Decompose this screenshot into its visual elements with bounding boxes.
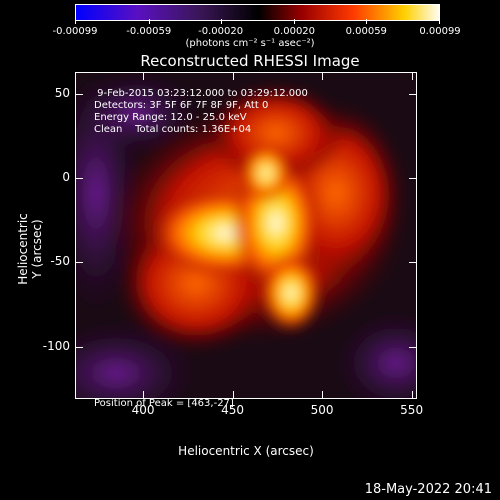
colorbar [75,4,440,21]
colorbar-tick [294,19,296,24]
x-tick [411,391,413,399]
y-tick-label: 50 [54,85,70,100]
colorbar-tick [148,19,150,24]
y-tick-right [409,262,417,264]
colorbar-units: (photons cm⁻² s⁻¹ asec⁻²) [185,38,315,49]
y-tick [75,178,83,180]
x-tick [232,391,234,399]
x-tick-top [143,72,145,80]
heatmap [76,73,416,398]
y-tick-label: 0 [62,170,70,185]
colorbar-tick [439,19,440,24]
x-tick-label: 450 [221,403,245,417]
colorbar-tick-label: -0.00059 [126,26,172,37]
y-tick-right [409,178,417,180]
colorbar-tick-label: 0.00099 [419,26,461,37]
timestamp: 18-May-2022 20:41 [364,482,492,497]
y-tick-right [409,346,417,348]
annotation-energy: Energy Range: 12.0 - 25.0 keV [94,112,247,123]
y-tick-right [409,93,417,95]
annotation-detectors: Detectors: 3F 5F 6F 7F 8F 9F, Att 0 [94,100,269,111]
x-tick-label: 400 [131,403,155,417]
x-tick-label: 500 [310,403,334,417]
colorbar-tick [75,19,76,24]
y-tick [75,346,83,348]
x-tick [143,391,145,399]
x-tick [322,391,324,399]
annotation-time: 9-Feb-2015 03:23:12.000 to 03:29:12.000 [94,88,308,99]
x-tick-label: 550 [400,403,424,417]
y-tick [75,262,83,264]
y-tick-label: -50 [50,254,70,269]
x-tick-top [322,72,324,80]
x-tick-top [411,72,413,80]
y-tick-label: -100 [42,338,70,353]
colorbar-tick [366,19,368,24]
colorbar-tick-label: 0.00059 [345,26,387,37]
y-axis-label: Heliocentric Y (arcsec) [16,213,44,285]
colorbar-tick-label: -0.00020 [198,26,244,37]
x-tick-top [232,72,234,80]
x-axis-label: Heliocentric X (arcsec) [178,444,314,458]
y-tick [75,93,83,95]
annotation-peak: Position of Peak = [463,-27] [94,398,234,409]
colorbar-tick-label: -0.00099 [52,26,98,37]
chart-title: Reconstructed RHESSI Image [140,52,360,70]
colorbar-tick-label: 0.00020 [273,26,316,37]
plot-area [75,72,417,399]
annotation-counts: Clean Total counts: 1.36E+04 [94,124,252,135]
colorbar-tick [220,19,222,24]
